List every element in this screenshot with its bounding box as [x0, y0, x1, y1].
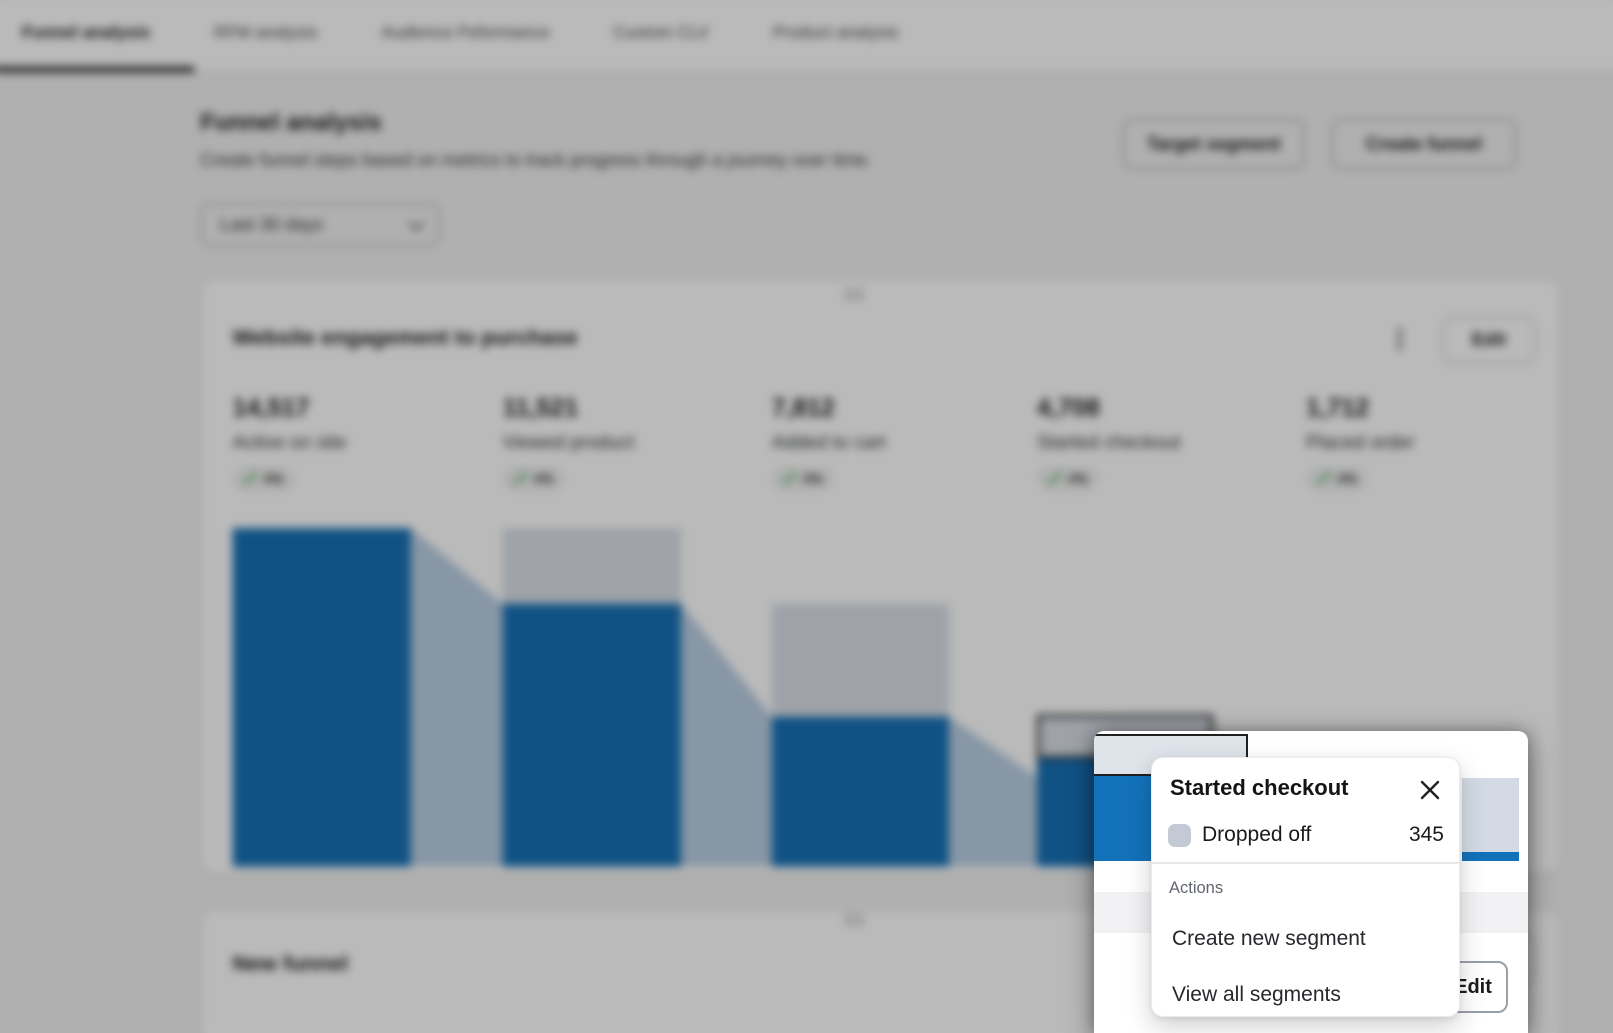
badge-text: #% — [802, 471, 823, 487]
trend-badge: #% — [771, 465, 834, 492]
drag-handle-icon[interactable] — [845, 914, 864, 926]
date-range-value: Last 30 days — [220, 214, 324, 235]
dropped-off-row: Dropped off 345 — [1168, 823, 1444, 847]
stat-viewed-product: 11,521 Viewed product #% — [502, 394, 755, 492]
view-all-segments-action[interactable]: View all segments — [1172, 983, 1341, 1006]
badge-text: #% — [533, 471, 554, 487]
trend-badge: #% — [232, 465, 295, 492]
stat-value: 7,812 — [771, 394, 835, 423]
stat-placed-order: 1,712 Placed order #% — [1305, 394, 1558, 492]
funnel-dropoff-viewed-product[interactable] — [502, 528, 682, 604]
stat-label: Placed order — [1305, 432, 1415, 454]
stat-value: 11,521 — [502, 394, 579, 423]
create-funnel-button[interactable]: Create funnel — [1331, 118, 1517, 170]
date-range-select[interactable]: Last 30 days — [200, 202, 441, 247]
tab-audience-performance[interactable]: Audience Peformance — [381, 23, 550, 43]
badge-text: #% — [1337, 471, 1357, 487]
funnel-bar-viewed-product[interactable] — [502, 603, 682, 867]
trending-up-icon — [781, 472, 796, 484]
trending-up-icon — [512, 472, 527, 484]
actions-section-label: Actions — [1169, 879, 1224, 897]
funnel-edit-button[interactable]: Edit — [1442, 316, 1536, 364]
dropped-off-label: Dropped off — [1202, 823, 1312, 846]
stat-label: Added to cart — [771, 432, 886, 454]
trend-badge: #% — [502, 465, 565, 492]
stat-label: Viewed product — [502, 432, 635, 454]
stat-active-on-site: 14,517 Active on site #% — [232, 394, 484, 492]
popover-divider — [1152, 862, 1459, 864]
badge-text: #% — [1068, 471, 1088, 487]
create-new-segment-action[interactable]: Create new segment — [1172, 927, 1366, 950]
tab-rfm-analysis[interactable]: RFM analysis — [213, 23, 318, 43]
trending-up-icon — [242, 472, 257, 484]
trending-up-icon — [1046, 472, 1061, 484]
trend-badge: #% — [1036, 465, 1099, 492]
funnel-bar-active-on-site[interactable] — [232, 528, 411, 867]
funnel-card-title: Website engagement to purchase — [232, 325, 578, 350]
target-segment-button[interactable]: Target segment — [1122, 118, 1305, 170]
page-title: Funnel analysis — [200, 108, 382, 136]
dropped-off-value: 345 — [1408, 823, 1444, 846]
new-funnel-card-title: New funnel — [232, 951, 349, 976]
tab-custom-clv[interactable]: Custom CLV — [613, 23, 710, 43]
trend-badge: #% — [1305, 465, 1368, 492]
stat-value: 4,708 — [1036, 394, 1100, 423]
magnified-focus-panel: Edit Started checkout Dropped off 345 Ac… — [1094, 731, 1528, 1033]
badge-text: #% — [263, 471, 284, 487]
kebab-menu-icon[interactable] — [1389, 328, 1411, 355]
stat-value: 1,712 — [1305, 394, 1370, 423]
tab-product-analysis[interactable]: Product analysis — [772, 23, 899, 43]
segment-popover: Started checkout Dropped off 345 Actions… — [1151, 757, 1460, 1017]
trending-up-icon — [1315, 472, 1330, 484]
funnel-dropoff-added-to-cart[interactable] — [771, 603, 950, 717]
popover-title: Started checkout — [1170, 775, 1349, 800]
stat-value: 14,517 — [232, 394, 310, 423]
chevron-down-icon — [408, 214, 425, 231]
stat-added-to-cart: 7,812 Added to cart #% — [771, 394, 1024, 492]
stat-label: Started checkout — [1036, 432, 1181, 454]
dropped-off-swatch — [1168, 823, 1191, 847]
active-tab-underline — [0, 66, 196, 73]
funnel-bar-added-to-cart[interactable] — [771, 716, 950, 867]
stat-started-checkout: 4,708 Started checkout #% — [1036, 394, 1289, 492]
tab-funnel-analysis[interactable]: Funnel analysis — [21, 23, 151, 43]
tab-bar: Funnel analysis RFM analysis Audience Pe… — [0, 0, 1613, 73]
page-description: Create funnel steps based on metrics to … — [200, 150, 872, 171]
stat-label: Active on site — [232, 432, 347, 454]
close-icon[interactable] — [1417, 778, 1443, 804]
placed-order-bar-segment[interactable] — [1462, 852, 1519, 861]
drag-handle-icon[interactable] — [845, 289, 864, 301]
placed-order-dropoff-segment[interactable] — [1462, 778, 1519, 852]
